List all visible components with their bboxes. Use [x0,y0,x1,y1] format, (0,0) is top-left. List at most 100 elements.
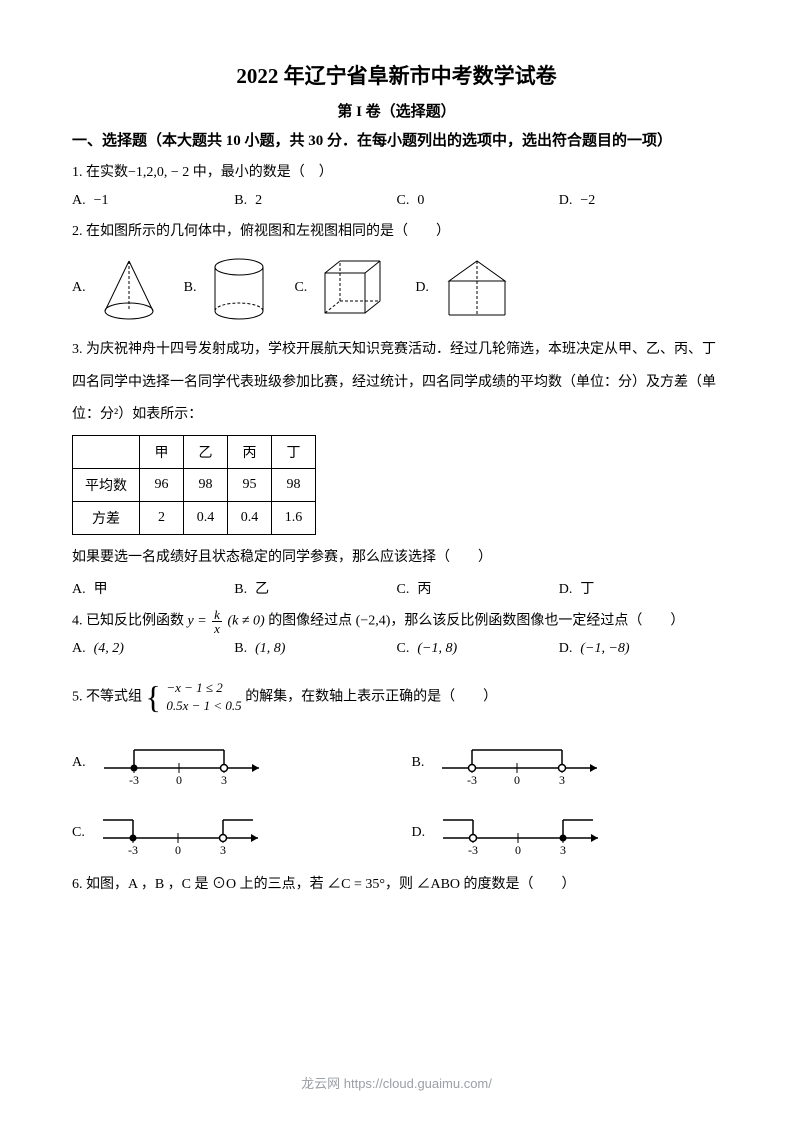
page-footer: 龙云网 https://cloud.guaimu.com/ [0,1073,793,1092]
q3-options: A.甲 B.乙 C.丙 D.丁 [72,578,721,598]
q2-shapes: A. B. C. [72,253,721,323]
q1-opt-a: A.−1 [72,193,234,209]
svg-text:3: 3 [220,843,226,857]
q5-system: −x − 1 ≤ 2 0.5x − 1 < 0.5 [166,679,241,715]
q2-stem: 2. 在如图所示的几何体中，俯视图和左视图相同的是（ ） [72,219,721,246]
q5-label-d: D. [412,825,426,841]
q2-opt-b: B. [184,253,275,323]
q2-label-c: C. [294,280,307,296]
numberline-a-icon: -3 0 3 [94,738,274,788]
q4-cond: (k ≠ 0) [227,613,264,628]
cell: 平均数 [73,468,140,501]
q4-opt-a: A.(4, 2) [72,641,234,657]
q3-stem-a: 3. 为庆祝神舟十四号发射成功，学校开展航天知识竞赛活动．经过几轮筛选，本班决定… [72,337,721,364]
q3-opt-c: C.丙 [397,578,559,598]
q4-opt-a-text: (4, 2) [94,641,124,656]
cell: 0.4 [228,501,272,534]
q3-stem-d: 如果要选一名成绩好且状态稳定的同学参赛，那么应该选择（ ） [72,545,721,572]
q4-num: k [212,608,222,622]
table-row: 方差 2 0.4 0.4 1.6 [73,501,316,534]
q4-options: A.(4, 2) B.(1, 8) C.(−1, 8) D.(−1, −8) [72,641,721,657]
q3-stem-b: 四名同学中选择一名同学代表班级参加比赛，经过统计，四名同学成绩的平均数（单位：分… [72,370,721,397]
cell: 方差 [73,501,140,534]
q3-opt-c-text: 丙 [417,582,431,597]
q4-yeq: y = [188,613,207,628]
q5-stem: 5. 不等式组 { −x − 1 ≤ 2 0.5x − 1 < 0.5 的解集，… [72,667,721,728]
svg-text:0: 0 [176,773,182,787]
table-row: 甲 乙 丙 丁 [73,435,316,468]
q4-prefix: 4. 已知反比例函数 [72,613,188,628]
svg-text:-3: -3 [129,773,139,787]
q1-opt-c-text: 0 [417,193,424,208]
q4-opt-d-text: (−1, −8) [580,641,629,656]
q2-label-d: D. [415,280,429,296]
table-row: 平均数 96 98 95 98 [73,468,316,501]
q4-den: x [212,622,222,635]
exam-page: 2022 年辽宁省阜新市中考数学试卷 第 I 卷（选择题） 一、选择题（本大题共… [0,0,793,1122]
q4-opt-b: B.(1, 8) [234,641,396,657]
numberline-d-icon: -3 0 3 [433,808,613,858]
prism-icon [437,253,517,323]
cone-icon [94,253,164,323]
q5-label-a: A. [72,755,86,771]
cell: 丙 [228,435,272,468]
page-title: 2022 年辽宁省阜新市中考数学试卷 [72,60,721,90]
q5-suffix: 的解集，在数轴上表示正确的是（ ） [245,690,497,705]
q2-opt-a: A. [72,253,164,323]
cell: 乙 [184,435,228,468]
q4-opt-c-text: (−1, 8) [417,641,457,656]
q2-label-a: A. [72,280,86,296]
q3-opt-a-text: 甲 [94,582,108,597]
q3-opt-a: A.甲 [72,578,234,598]
cell: 2 [140,501,184,534]
svg-text:3: 3 [559,773,565,787]
cube-icon [315,253,395,323]
svg-text:3: 3 [560,843,566,857]
cell: 0.4 [184,501,228,534]
section-header: 一、选择题（本大题共 10 小题，共 30 分．在每小题列出的选项中，选出符合题… [72,129,721,150]
q6-stem: 6. 如图，A ，B ，C 是 ⊙O 上的三点，若 ∠C = 35°，则 ∠AB… [72,872,721,899]
numberline-b-icon: -3 0 3 [432,738,612,788]
q1-opt-d: D.−2 [559,193,721,209]
page-subtitle: 第 I 卷（选择题） [72,100,721,121]
q5-numberlines: A. -3 0 3 B. [72,738,721,858]
svg-text:-3: -3 [468,843,478,857]
q3-opt-d: D.丁 [559,578,721,598]
fraction-icon: k x [212,608,222,635]
cell: 96 [140,468,184,501]
svg-text:0: 0 [515,843,521,857]
cell: 甲 [140,435,184,468]
q5-label-c: C. [72,825,85,841]
q1-opt-a-text: −1 [94,193,109,208]
q5-opt-c: C. -3 0 3 [72,808,382,858]
cell: 98 [272,468,316,501]
cell: 98 [184,468,228,501]
q5-prefix: 5. 不等式组 [72,690,146,705]
q4-opt-b-text: (1, 8) [255,641,285,656]
svg-text:-3: -3 [467,773,477,787]
q1-opt-c: C.0 [397,193,559,209]
q2-opt-c: C. [294,253,395,323]
numberline-c-icon: -3 0 3 [93,808,273,858]
q5-opt-b: B. -3 0 3 [412,738,722,788]
q1-opt-d-text: −2 [580,193,595,208]
cell [73,435,140,468]
q5-opt-d: D. -3 0 3 [412,808,722,858]
brace-icon: { [146,667,161,728]
q5-label-b: B. [412,755,425,771]
q5-line1: −x − 1 ≤ 2 [166,680,222,695]
q3-table: 甲 乙 丙 丁 平均数 96 98 95 98 方差 2 0.4 0.4 1.6 [72,435,316,535]
q1-opt-b-text: 2 [255,193,262,208]
q3-opt-b: B.乙 [234,578,396,598]
q4-opt-d: D.(−1, −8) [559,641,721,657]
q2-label-b: B. [184,280,197,296]
q1-options: A.−1 B.2 C.0 D.−2 [72,193,721,209]
cylinder-icon [204,253,274,323]
q5-opt-a: A. -3 0 3 [72,738,382,788]
svg-text:-3: -3 [128,843,138,857]
q4-stem: 4. 已知反比例函数 y = k x (k ≠ 0) 的图像经过点 (−2,4)… [72,608,721,635]
q2-opt-d: D. [415,253,517,323]
q4-opt-c: C.(−1, 8) [397,641,559,657]
svg-text:3: 3 [221,773,227,787]
cell: 丁 [272,435,316,468]
